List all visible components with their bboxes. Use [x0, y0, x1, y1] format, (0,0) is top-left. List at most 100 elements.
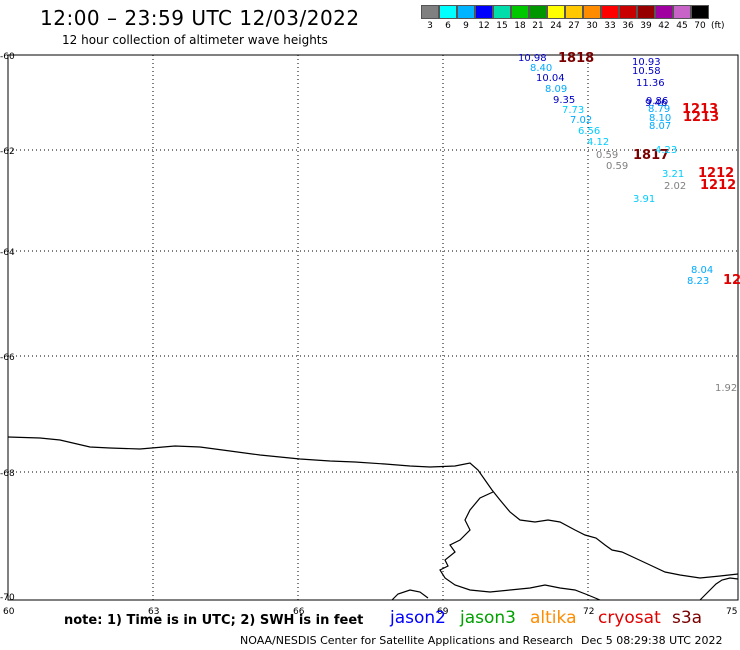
wave-height-label: 1212 [700, 178, 736, 193]
wave-height-label: 2.02 [664, 181, 686, 192]
wave-height-label: 10.04 [536, 73, 565, 84]
color-scale-label: 18 [514, 21, 526, 31]
wave-height-label: 1212 [698, 166, 734, 181]
wave-height-label: 1818 [558, 51, 594, 66]
color-scale-unit: (ft) [711, 21, 725, 31]
satellite-legend-cryosat: cryosat [598, 608, 661, 628]
wave-height-label: 11.36 [636, 78, 665, 89]
color-swatch [637, 5, 655, 19]
color-scale-label: 21 [532, 21, 544, 31]
lon-label: 72 [583, 607, 594, 617]
wave-height-label: 9.35 [553, 95, 575, 106]
lon-label: 60 [3, 607, 15, 617]
wave-height-label: 8.79 [648, 104, 670, 115]
map-subtitle: 12 hour collection of altimeter wave hei… [62, 33, 328, 47]
color-swatch [583, 5, 601, 19]
color-scale-label: 9 [463, 21, 469, 31]
wave-height-label: 8.07 [649, 121, 671, 132]
wave-height-label: 10.93 [632, 57, 661, 68]
wave-height-label: 12 [723, 273, 740, 288]
wave-height-label: 1.92 [715, 383, 737, 394]
wave-height-label: 4.12 [587, 137, 609, 148]
color-scale-label: 6 [445, 21, 451, 31]
color-swatch [601, 5, 619, 19]
color-swatch [439, 5, 457, 19]
color-scale-labels: 3 6 9 12 15 18 21 24 27 30 33 36 39 42 45 70 (ft) [421, 21, 740, 31]
lat-label: -60 [0, 52, 15, 62]
satellite-legend-jason3: jason3 [460, 608, 516, 628]
color-swatch [547, 5, 565, 19]
color-swatch [457, 5, 475, 19]
wave-height-label: 6.56 [578, 126, 600, 137]
color-swatch [511, 5, 529, 19]
wave-height-label: 0.59 [596, 150, 618, 161]
color-scale-label: 27 [568, 21, 580, 31]
satellite-legend-altika: altika [530, 608, 577, 628]
color-swatch [619, 5, 637, 19]
wave-height-label: 4.23 [655, 145, 677, 156]
color-scale-label: 39 [640, 21, 652, 31]
wave-height-label: 1817 [633, 148, 669, 163]
credit-line: NOAA/NESDIS Center for Satellite Applica… [240, 634, 574, 647]
color-scale-label: 3 [427, 21, 433, 31]
lat-label: -66 [0, 353, 15, 363]
footer-note: note: 1) Time is in UTC; 2) SWH is in fe… [64, 613, 364, 628]
color-swatch [565, 5, 583, 19]
color-scale-label: 70 [694, 21, 706, 31]
wave-height-label: 7.73 [562, 105, 584, 116]
lon-label: 63 [148, 607, 159, 617]
wave-height-label: 9.46 [645, 98, 667, 109]
color-scale-label: 36 [622, 21, 634, 31]
lon-label: 69 [437, 607, 449, 617]
color-scale-label: 33 [604, 21, 616, 31]
lon-label: 75 [726, 607, 737, 617]
color-swatch [493, 5, 511, 19]
wave-height-label: 3.91 [633, 194, 655, 205]
color-swatch [655, 5, 673, 19]
coastline-east [699, 577, 739, 601]
satellite-legend-s3a: s3a [672, 608, 703, 628]
wave-height-label: 10.98 [518, 53, 547, 64]
wave-height-label: 8.09 [545, 84, 567, 95]
lat-label: -62 [0, 147, 15, 157]
wave-height-label: 7.02 [570, 115, 592, 126]
map-title: 12:00 – 23:59 UTC 12/03/2022 [40, 6, 360, 30]
wave-height-label: 8.10 [649, 113, 671, 124]
wave-height-label: 1213 [683, 110, 719, 125]
color-scale [421, 5, 709, 19]
color-scale-label: 12 [478, 21, 490, 31]
wave-height-label: 9.86 [646, 96, 668, 107]
credit-timestamp: Dec 5 08:29:38 UTC 2022 [581, 634, 723, 647]
map-frame [7, 54, 739, 601]
lat-axis-labels: -60 -62 -64 -66 -68 -70 [0, 52, 15, 603]
color-scale-label: 24 [550, 21, 562, 31]
color-scale-label: 30 [586, 21, 598, 31]
wave-height-label: 1213 [682, 102, 718, 117]
wave-height-label: 8.23 [687, 276, 709, 287]
lon-label: 66 [293, 607, 305, 617]
lon-axis-labels: 60 63 66 69 72 75 [3, 607, 737, 617]
color-scale-label: 15 [496, 21, 508, 31]
color-swatch [475, 5, 493, 19]
lat-label: -68 [0, 469, 15, 479]
grid-lines [8, 55, 738, 600]
ice-shelf-inner [391, 589, 429, 601]
wave-height-label: 10.58 [632, 66, 661, 77]
color-scale-label: 42 [658, 21, 670, 31]
lat-label: -64 [0, 248, 15, 258]
wave-height-label: 8.04 [691, 265, 713, 276]
color-scale-label: 45 [676, 21, 688, 31]
wave-height-observations: 10.98 18188.4010.048.099.357.737.026.564.… [518, 51, 740, 394]
color-swatch [421, 5, 439, 19]
antarctic-coastline [7, 436, 739, 579]
color-swatch [691, 5, 709, 19]
color-swatch [673, 5, 691, 19]
satellite-legend-jason2: jason2 [390, 608, 446, 628]
wave-height-label: 3.21 [662, 169, 684, 180]
wave-height-label: 8.40 [530, 63, 552, 74]
ice-shelf-outline [439, 491, 601, 601]
color-swatch [529, 5, 547, 19]
wave-height-label: 0.59 [606, 161, 628, 172]
lat-label: -70 [0, 593, 15, 603]
